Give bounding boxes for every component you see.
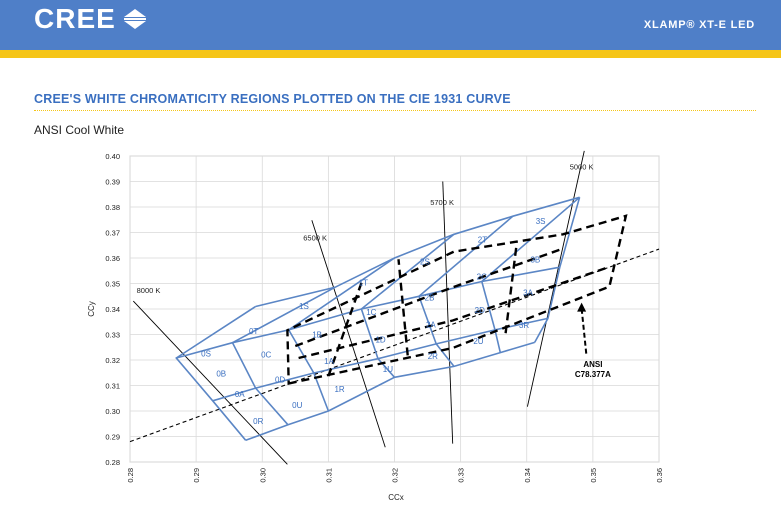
y-tick-label: 0.35 <box>105 280 120 289</box>
y-tick-label: 0.34 <box>105 305 120 314</box>
region-label-0s: 0S <box>201 350 211 359</box>
cree-regions <box>175 196 581 442</box>
x-tick-label: 0.34 <box>523 468 532 483</box>
y-tick-label: 0.36 <box>105 254 120 263</box>
region-label-3r: 3R <box>519 321 529 330</box>
ansi-arrow-shaft <box>580 308 588 354</box>
region-column-line <box>418 215 514 367</box>
region-label-1c: 1C <box>366 308 376 317</box>
y-tick-label: 0.37 <box>105 229 120 238</box>
x-tick-label: 0.31 <box>324 468 333 483</box>
cree-logo: CREE <box>34 4 148 34</box>
region-row-line <box>255 196 580 308</box>
x-tick-label: 0.29 <box>192 468 201 483</box>
region-label-1u: 1U <box>383 365 393 374</box>
region-label-1d: 1D <box>375 335 385 344</box>
cct-label: 6500 K <box>303 234 327 243</box>
region-label-2r: 2R <box>428 352 438 361</box>
cct-label: 5700 K <box>430 198 454 207</box>
region-column-line <box>533 197 581 343</box>
region-label-3b: 3B <box>530 256 540 265</box>
region-column-line <box>360 233 455 378</box>
region-column-line <box>175 305 257 441</box>
y-tick-label: 0.31 <box>105 382 120 391</box>
product-name: XLAMP® XT-E LED <box>643 19 755 31</box>
region-column-line <box>287 257 395 412</box>
cct-label: 5000 K <box>570 163 594 172</box>
region-label-2a: 2A <box>426 320 436 329</box>
region-label-1t: 1T <box>359 279 368 288</box>
section-divider <box>34 110 756 111</box>
region-label-1a: 1A <box>324 357 334 366</box>
region-label-3s: 3S <box>536 217 546 226</box>
y-axis-label: CCy <box>87 301 96 317</box>
region-label-0u: 0U <box>292 401 302 410</box>
ansi-label-line2: C78.377A <box>575 370 611 379</box>
y-tick-label: 0.32 <box>105 356 120 365</box>
region-label-0t: 0T <box>249 327 258 336</box>
region-label-0b: 0B <box>216 369 226 378</box>
y-tick-label: 0.30 <box>105 407 120 416</box>
cct-line <box>442 181 454 444</box>
region-labels: 0S 0T 0B 0C 0A 0D 0R 0U 1S 1B 1A 1R 1T 1C 1D 1U 2S 2B 2A 2R… <box>201 217 545 426</box>
header-accent-stripe <box>0 50 781 58</box>
ansi-inner-line <box>298 265 610 360</box>
ansi-outer-boundary <box>286 214 628 385</box>
axis-ticks: 0.28 0.29 0.30 0.31 0.32 0.33 0.34 0.35 0.36 0.28… <box>105 152 664 483</box>
section-title: CREE'S WHITE CHROMATICITY REGIONS PLOTTE… <box>34 92 511 106</box>
y-tick-label: 0.40 <box>105 152 120 161</box>
y-tick-label: 0.39 <box>105 178 120 187</box>
region-label-2s: 2S <box>420 258 430 267</box>
ansi-divider-line <box>397 259 409 356</box>
y-tick-label: 0.33 <box>105 331 120 340</box>
y-tick-label: 0.38 <box>105 203 120 212</box>
ansi-arrow-head <box>577 302 587 312</box>
cct-line <box>132 300 288 465</box>
region-label-3a: 3A <box>523 289 533 298</box>
region-label-2t: 2T <box>478 236 487 245</box>
x-tick-label: 0.28 <box>126 468 135 483</box>
cct-line <box>311 220 386 448</box>
ansi-inner-line <box>294 247 564 348</box>
logo-arrows-icon <box>123 9 146 29</box>
region-column-line <box>231 286 336 426</box>
x-tick-label: 0.35 <box>589 468 598 483</box>
x-tick-label: 0.33 <box>457 468 466 483</box>
logo-text: CREE <box>34 3 116 34</box>
x-axis-label: CCx <box>388 493 404 502</box>
cct-label: 8000 K <box>137 286 161 295</box>
region-label-1s: 1S <box>299 302 309 311</box>
x-tick-label: 0.32 <box>391 468 400 483</box>
region-label-2u: 2U <box>473 337 483 346</box>
region-label-0r: 0R <box>253 417 263 426</box>
region-label-0c: 0C <box>261 351 271 360</box>
y-tick-label: 0.29 <box>105 433 120 442</box>
blackbody-line <box>129 248 660 443</box>
region-label-2c: 2C <box>477 273 487 282</box>
x-tick-label: 0.30 <box>258 468 267 483</box>
ansi-divider-line <box>327 280 364 377</box>
region-label-0a: 0A <box>235 390 245 399</box>
region-label-1r: 1R <box>334 385 344 394</box>
ansi-divider-line <box>504 242 518 334</box>
region-label-0d: 0D <box>275 376 285 385</box>
cct-line <box>526 150 585 407</box>
cct-lines: 8000 K 6500 K 5700 K 5000 K <box>132 150 594 465</box>
ansi-label-line1: ANSI <box>583 360 602 369</box>
region-label-1b: 1B <box>312 331 322 340</box>
blackbody-curve <box>129 248 660 443</box>
x-tick-label: 0.36 <box>655 468 664 483</box>
y-tick-label: 0.28 <box>105 458 120 467</box>
region-label-2b: 2B <box>425 294 435 303</box>
region-label-2d: 2D <box>475 306 485 315</box>
region-column-line <box>480 196 581 353</box>
chart-subtitle: ANSI Cool White <box>34 123 125 137</box>
